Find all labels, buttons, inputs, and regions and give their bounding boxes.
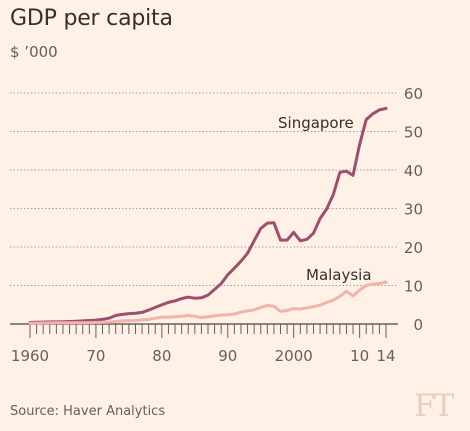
x-tick-label: 10 (350, 347, 369, 365)
y-tick-label: 30 (404, 201, 423, 219)
x-tick-label: 90 (218, 347, 237, 365)
x-tick-label: 2000 (275, 347, 313, 365)
y-tick-label: 50 (404, 124, 423, 142)
x-tick-label: 14 (376, 347, 395, 365)
y-tick-label: 60 (404, 85, 423, 103)
x-tick-label: 80 (152, 347, 171, 365)
y-tick-label: 40 (404, 162, 423, 180)
y-tick-label: 20 (404, 239, 423, 257)
ft-logo: FT (414, 388, 454, 424)
x-tick-label: 70 (86, 347, 105, 365)
series-line-singapore (28, 106, 388, 324)
y-tick-label: 0 (413, 316, 423, 334)
y-tick-label: 10 (404, 278, 423, 296)
series-label-malaysia: Malaysia (306, 266, 372, 284)
series-line-malaysia (28, 280, 388, 325)
series-label-singapore: Singapore (278, 114, 354, 132)
x-tick-label: 1960 (11, 347, 49, 365)
chart-subtitle: $ ’000 (10, 43, 58, 61)
chart-title: GDP per capita (10, 6, 173, 31)
source-note: Source: Haver Analytics (10, 404, 166, 419)
